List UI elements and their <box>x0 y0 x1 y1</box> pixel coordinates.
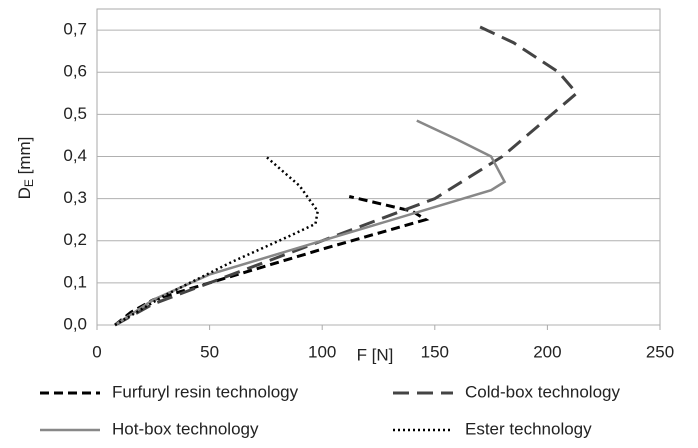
y-label-sub: E <box>22 179 36 187</box>
y-tick-label: 0,5 <box>63 104 87 123</box>
legend-label: Cold-box technology <box>465 382 620 401</box>
y-tick-label: 0,2 <box>63 230 87 249</box>
y-tick-label: 0,0 <box>63 314 87 333</box>
series-line <box>114 119 507 327</box>
x-tick-label: 200 <box>533 342 561 361</box>
x-tick-label: 0 <box>92 342 101 361</box>
y-tick-label: 0,6 <box>63 62 87 81</box>
y-tick-label: 0,4 <box>63 146 87 165</box>
legend-label: Ester technology <box>465 419 592 438</box>
legend-label: Hot-box technology <box>112 419 259 438</box>
x-tick-label: 250 <box>646 342 674 361</box>
y-tick-label: 0,3 <box>63 188 87 207</box>
y-tick-label: 0,1 <box>63 272 87 291</box>
x-tick-label: 50 <box>200 342 219 361</box>
y-axis-label: DE [mm] <box>15 137 36 200</box>
legend-label: Furfuryl resin technology <box>112 382 299 401</box>
series-line <box>114 22 579 327</box>
x-axis-label: F [N] <box>357 345 394 364</box>
x-tick-label: 100 <box>308 342 336 361</box>
y-tick-label: 0,7 <box>63 20 87 39</box>
x-tick-label: 150 <box>421 342 449 361</box>
series-line <box>114 155 320 327</box>
plot-border <box>96 8 661 326</box>
y-label-unit: [mm] <box>15 137 34 180</box>
y-label-main: D <box>15 187 34 199</box>
